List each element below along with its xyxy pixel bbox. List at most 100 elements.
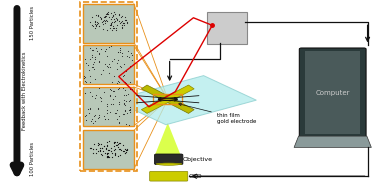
Point bbox=[104, 20, 110, 23]
Point bbox=[105, 11, 111, 14]
Point bbox=[102, 49, 108, 52]
Point bbox=[81, 76, 87, 79]
Point bbox=[104, 156, 110, 159]
Point bbox=[107, 146, 113, 149]
Point bbox=[126, 56, 132, 59]
Point bbox=[104, 111, 110, 114]
Point bbox=[87, 57, 93, 60]
Point bbox=[102, 20, 108, 23]
Point bbox=[122, 89, 128, 92]
Point bbox=[122, 104, 128, 107]
Point bbox=[100, 20, 106, 23]
Point bbox=[96, 143, 102, 146]
Point bbox=[101, 91, 107, 94]
Point bbox=[103, 47, 109, 50]
Point bbox=[114, 67, 120, 70]
Point bbox=[103, 14, 109, 17]
Polygon shape bbox=[113, 76, 256, 125]
Point bbox=[92, 58, 98, 61]
Point bbox=[127, 64, 133, 67]
Point bbox=[110, 13, 116, 16]
Point bbox=[124, 22, 130, 25]
Point bbox=[97, 147, 103, 150]
Point bbox=[111, 21, 117, 24]
Point bbox=[126, 123, 132, 126]
Point bbox=[117, 51, 123, 54]
Point bbox=[107, 27, 113, 30]
Point bbox=[119, 54, 125, 57]
Point bbox=[89, 49, 95, 52]
Point bbox=[100, 22, 106, 25]
Point bbox=[98, 73, 104, 76]
Point bbox=[93, 13, 99, 16]
Bar bbox=[83, 130, 134, 169]
Polygon shape bbox=[155, 123, 181, 156]
Point bbox=[126, 50, 132, 53]
Bar bbox=[80, 2, 137, 171]
Point bbox=[97, 25, 103, 28]
Point bbox=[115, 50, 121, 53]
Point bbox=[123, 122, 129, 125]
Point bbox=[104, 12, 110, 15]
Point bbox=[116, 102, 122, 105]
Point bbox=[113, 26, 119, 29]
Point bbox=[108, 17, 114, 20]
Point bbox=[123, 93, 129, 96]
Point bbox=[87, 107, 93, 110]
Point bbox=[104, 155, 110, 158]
Point bbox=[87, 146, 93, 149]
Point bbox=[95, 13, 101, 16]
Point bbox=[97, 95, 103, 98]
Point bbox=[103, 13, 109, 16]
Point bbox=[109, 80, 115, 83]
Point bbox=[113, 141, 120, 144]
Point bbox=[93, 47, 99, 50]
Point bbox=[96, 24, 102, 27]
Point bbox=[86, 69, 92, 72]
Point bbox=[104, 104, 110, 107]
Point bbox=[89, 53, 95, 57]
Point bbox=[104, 64, 110, 67]
Point bbox=[116, 20, 123, 23]
Point bbox=[125, 92, 131, 95]
Point bbox=[102, 49, 108, 52]
Point bbox=[89, 66, 95, 69]
Point bbox=[117, 142, 123, 145]
Point bbox=[82, 92, 88, 95]
Point bbox=[116, 14, 122, 17]
Point bbox=[111, 148, 117, 151]
Point bbox=[102, 117, 108, 120]
Point bbox=[122, 147, 128, 150]
Point bbox=[115, 142, 121, 145]
Bar bbox=[305, 51, 360, 134]
Point bbox=[87, 91, 93, 94]
Point bbox=[120, 87, 126, 90]
Point bbox=[127, 109, 133, 112]
Point bbox=[109, 28, 115, 31]
Point bbox=[117, 65, 123, 68]
Point bbox=[109, 21, 115, 24]
Point bbox=[114, 17, 120, 20]
Point bbox=[112, 111, 118, 114]
Point bbox=[117, 154, 123, 157]
Point bbox=[121, 81, 127, 84]
Point bbox=[81, 57, 87, 60]
Point bbox=[120, 112, 126, 115]
Point bbox=[105, 13, 111, 16]
Point bbox=[82, 79, 88, 82]
Text: Feedback with Electrokinetics: Feedback with Electrokinetics bbox=[22, 51, 27, 130]
Point bbox=[128, 52, 134, 55]
Point bbox=[89, 147, 95, 150]
Point bbox=[90, 151, 96, 154]
Point bbox=[127, 98, 133, 101]
Point bbox=[93, 147, 99, 150]
Point bbox=[112, 153, 118, 156]
Text: Function
Generator: Function Generator bbox=[211, 23, 243, 34]
Point bbox=[119, 26, 125, 29]
Point bbox=[124, 21, 130, 24]
Point bbox=[98, 153, 104, 156]
Point bbox=[114, 18, 120, 21]
Point bbox=[111, 141, 117, 144]
Point bbox=[87, 106, 93, 109]
Point bbox=[114, 117, 120, 120]
